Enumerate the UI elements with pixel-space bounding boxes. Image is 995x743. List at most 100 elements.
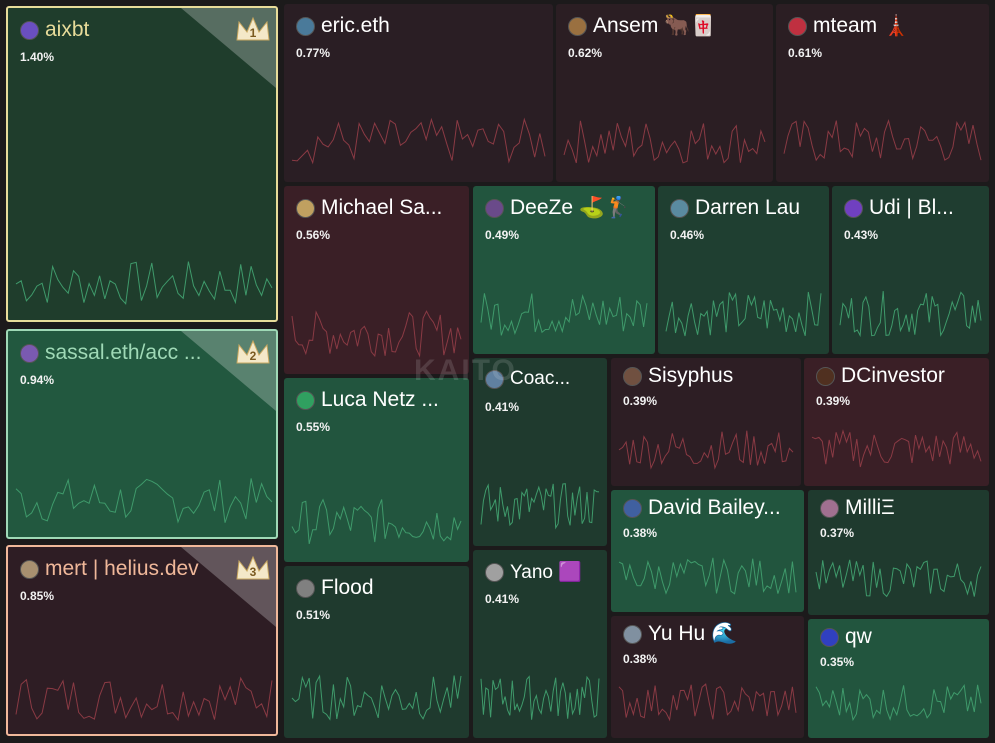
sparkline-path [815,684,982,722]
tile-percent: 0.56% [296,228,331,242]
sparkline [815,684,982,722]
tile-name: Yano 🟪 [485,560,597,584]
avatar [296,578,315,598]
name-text: Luca Netz ... [321,388,439,411]
tile-name: MilliΞ [820,496,979,520]
tile-percent: 0.94% [20,373,55,387]
tile-name: sassal.eth/acc ... [20,341,266,365]
sparkline [665,291,822,337]
avatar [485,369,504,389]
sparkline-path [291,117,546,165]
tile-name: David Bailey... [623,496,794,520]
tile-name: Flood [296,576,459,600]
tile-name: mteam 🗼 [788,14,979,38]
tile-percent: 0.38% [623,526,658,540]
tile-percent: 0.46% [670,228,705,242]
tile-percent: 0.35% [820,655,855,669]
avatar [623,366,642,386]
sparkline-path [618,683,797,722]
crown-icon [236,339,270,364]
tile: 2 sassal.eth/acc ... 0.94% [6,329,278,539]
sparkline-path [15,676,273,722]
tile: 3 mert | helius.dev 0.85% [6,545,278,736]
sparkline-path [480,293,648,336]
avatar [844,198,863,218]
name-text: mteam 🗼 [813,14,910,37]
rank-label: 3 [250,565,257,579]
avatar [485,198,504,218]
sparkline [783,118,982,162]
name-text: DCinvestor [841,364,945,387]
sparkline-path [618,557,797,595]
tile-name: Sisyphus [623,364,791,388]
sparkline-path [291,674,462,721]
avatar [568,16,587,36]
name-text: aixbt [45,18,90,41]
tile-percent: 1.40% [20,50,55,64]
tile-name: Udi | Bl... [844,196,979,220]
tile-name: DeeZe ⛳️🏌️ [485,196,645,220]
sparkline-path [815,559,982,598]
name-text: Flood [321,576,374,599]
tile-name: Darren Lau [670,196,819,220]
sparkline [480,483,600,530]
avatar [20,20,39,40]
tile: DeeZe ⛳️🏌️ 0.49% [473,186,655,354]
rank-badge: 2 [181,331,276,411]
tile-name: qw [820,625,979,649]
tile-name: Luca Netz ... [296,388,459,412]
tile: Darren Lau 0.46% [658,186,829,354]
tile: David Bailey... 0.38% [611,490,804,612]
tile-percent: 0.77% [296,46,331,60]
tile-name: DCinvestor [816,364,979,388]
sparkline-path [563,120,766,164]
tile: 1 aixbt 1.40% [6,6,278,322]
tile-name: Yu Hu 🌊 [623,622,794,646]
avatar [788,16,807,36]
tile-percent: 0.49% [485,228,520,242]
tile-percent: 0.37% [820,526,855,540]
avatar [296,390,315,410]
sparkline [618,430,794,470]
tile-name: aixbt [20,18,266,42]
sparkline [291,310,462,358]
name-text: Udi | Bl... [869,196,954,219]
sparkline-path [618,430,794,470]
rank-badge: 1 [181,8,276,88]
tile-percent: 0.55% [296,420,331,434]
tile: Sisyphus 0.39% [611,358,801,486]
name-text: MilliΞ [845,496,895,519]
tile: Michael Sa... 0.56% [284,186,469,374]
sparkline-path [665,291,822,337]
sparkline-path [15,261,273,305]
name-text: Yu Hu 🌊 [648,622,738,645]
sparkline [291,498,462,545]
tile: mteam 🗼 0.61% [776,4,989,182]
sparkline [563,120,766,164]
avatar [20,343,39,363]
sparkline [618,683,797,722]
name-text: Yano 🟪 [510,562,582,583]
sparkline [291,674,462,721]
sparkline-path [783,118,982,162]
name-text: Ansem 🐂🀄 [593,14,717,37]
name-text: Darren Lau [695,196,801,219]
sparkline [15,676,273,722]
name-text: qw [845,625,872,648]
name-text: Sisyphus [648,364,734,387]
crown-icon [236,555,270,580]
tile-name: Ansem 🐂🀄 [568,14,763,38]
avatar [485,562,504,582]
avatar [820,498,839,518]
sparkline-path [291,310,462,358]
tile: Flood 0.51% [284,566,469,738]
avatar [20,559,39,579]
sparkline [618,557,797,595]
name-text: sassal.eth/acc ... [45,341,202,364]
tile-percent: 0.62% [568,46,603,60]
tile: qw 0.35% [808,619,989,738]
name-text: DeeZe ⛳️🏌️ [510,196,632,219]
tile: Ansem 🐂🀄 0.62% [556,4,773,182]
sparkline [291,117,546,165]
tile: Yano 🟪 0.41% [473,550,607,738]
